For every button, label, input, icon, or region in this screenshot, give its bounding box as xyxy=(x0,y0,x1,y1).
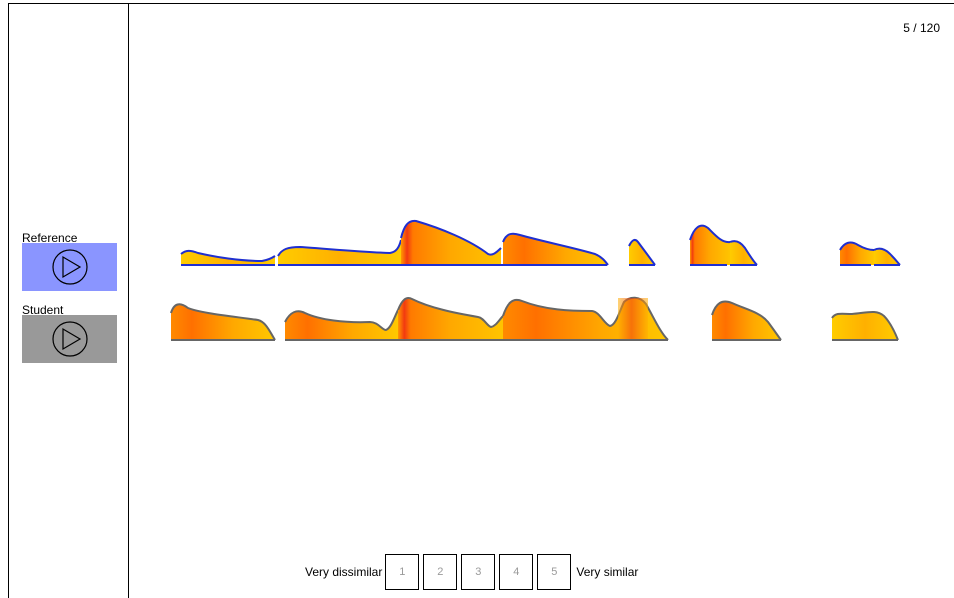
rating-option-3[interactable]: 3 xyxy=(461,554,496,590)
student-label: Student xyxy=(22,303,64,317)
reference-contour xyxy=(180,219,901,266)
play-icon xyxy=(51,321,88,357)
reference-segment xyxy=(629,239,655,265)
student-segment xyxy=(285,310,398,340)
student-play-button[interactable] xyxy=(22,315,117,363)
rating-option-2[interactable]: 2 xyxy=(423,554,458,590)
student-segment xyxy=(398,298,503,340)
progress-counter: 5 / 120 xyxy=(903,21,940,35)
reference-segment xyxy=(690,225,730,265)
reference-segment xyxy=(874,248,900,265)
rating-option-4[interactable]: 4 xyxy=(499,554,534,590)
rating-right-label: Very similar xyxy=(576,565,639,579)
similarity-rating-scale: Very dissimilar 1 2 3 4 5 Very similar xyxy=(305,553,638,591)
student-contour xyxy=(170,296,899,341)
reference-segment xyxy=(278,240,401,265)
play-icon xyxy=(51,249,88,285)
reference-segment xyxy=(503,233,608,265)
reference-segment xyxy=(401,220,501,265)
main-frame xyxy=(8,3,954,598)
rating-option-5[interactable]: 5 xyxy=(537,554,572,590)
rating-option-1[interactable]: 1 xyxy=(385,554,420,590)
reference-segment xyxy=(730,241,757,265)
sidebar-divider xyxy=(128,3,129,598)
student-segment xyxy=(712,301,781,340)
student-segment xyxy=(832,311,898,340)
student-segment xyxy=(171,304,275,340)
reference-segment xyxy=(840,242,874,265)
rating-left-label: Very dissimilar xyxy=(305,565,383,579)
reference-label: Reference xyxy=(22,231,78,245)
reference-play-button[interactable] xyxy=(22,243,117,291)
